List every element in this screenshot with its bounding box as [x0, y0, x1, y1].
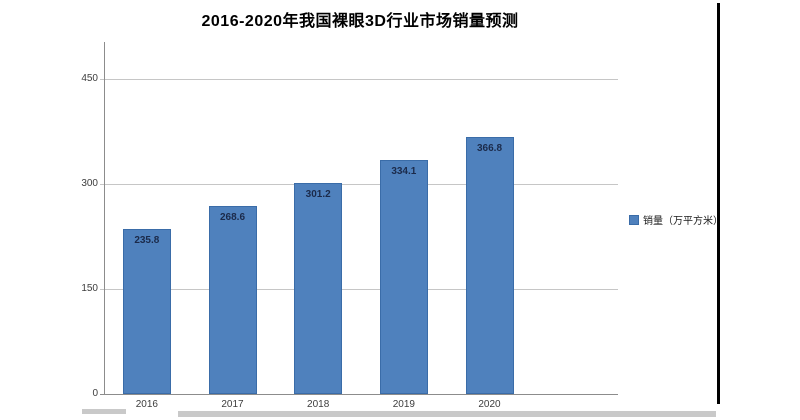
legend: 销量（万平方米）: [629, 212, 723, 227]
gridline-300: [100, 184, 618, 185]
x-tick-label: 2019: [392, 399, 415, 410]
x-tick-label: 2020: [478, 399, 501, 410]
bar-value-label: 334.1: [391, 166, 417, 178]
y-axis-line: [104, 42, 105, 394]
bar-2020: 366.8: [465, 137, 514, 394]
bar-2019: 334.1: [379, 160, 428, 394]
y-tick-label: 150: [81, 283, 98, 294]
x-tick-label: 2017: [221, 399, 244, 410]
divider-strip-left: [82, 409, 126, 414]
divider-strip-right: [178, 411, 716, 417]
bar-value-label: 235.8: [134, 234, 160, 246]
gridline-450: [100, 79, 618, 80]
chart-title: 2016-2020年我国裸眼3D行业市场销量预测: [201, 13, 519, 30]
y-tick-label: 300: [81, 178, 98, 189]
x-tick-label: 2018: [307, 399, 330, 410]
bar-value-label: 366.8: [476, 143, 503, 155]
bar-value-label: 301.2: [305, 189, 331, 201]
frame-border-line: [717, 3, 720, 404]
bar-2016: 235.8: [122, 228, 171, 394]
bar-value-label: 268.6: [219, 211, 246, 223]
y-tick-label: 0: [92, 388, 98, 399]
legend-label: 销量（万平方米）: [643, 216, 723, 227]
x-tick-label: 2016: [135, 399, 158, 410]
gridline-150: [100, 289, 618, 290]
y-tick-label: 450: [81, 73, 98, 84]
x-axis-line: [100, 394, 618, 395]
bar-2017: 268.6: [208, 205, 257, 394]
legend-marker-icon: [629, 214, 639, 225]
bar-2018: 301.2: [294, 183, 343, 394]
